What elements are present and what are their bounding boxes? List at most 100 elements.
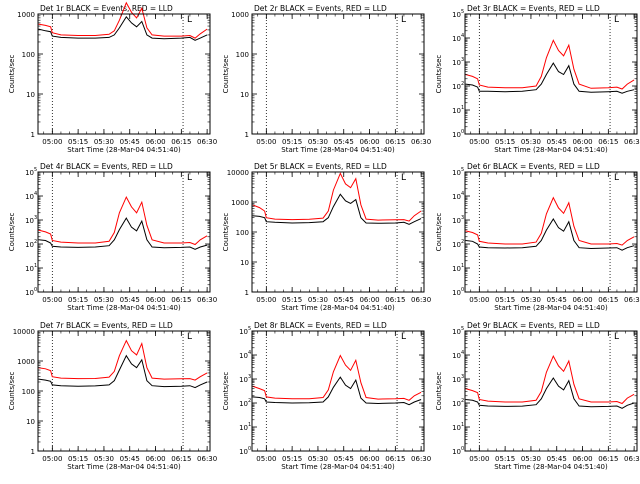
y-tick-exponent: 3 <box>248 374 251 380</box>
y-tick-label: 10 <box>239 376 248 384</box>
y-tick-exponent: 5 <box>461 326 464 332</box>
panel-title: Det 1r BLACK = Events, RED = LLD <box>40 4 173 13</box>
x-tick-label: 05:30 <box>521 138 541 146</box>
lld-series-line <box>465 354 635 405</box>
y-tick-exponent: 3 <box>34 215 37 221</box>
plot-frame <box>37 13 211 135</box>
x-tick-label: 05:45 <box>120 455 140 463</box>
x-tick-label: 05:30 <box>308 455 328 463</box>
y-tick-label: 100 <box>22 51 35 59</box>
y-tick-label: 10 <box>452 376 461 384</box>
y-tick-label: 10 <box>240 91 249 99</box>
y-tick-label: 10 <box>452 83 461 91</box>
x-axis-label: Start Time (28-Mar-04 04:51:40) <box>67 146 181 154</box>
legend-mark: L <box>401 15 406 25</box>
panel-title: Det 8r BLACK = Events, RED = LLD <box>254 321 387 330</box>
plot-frame <box>37 330 211 452</box>
plot-frame <box>464 171 638 293</box>
x-tick-label: 05:30 <box>94 455 114 463</box>
x-tick-label: 06:30 <box>411 296 431 304</box>
y-tick-label: 10 <box>452 448 461 456</box>
x-tick-label: 06:30 <box>197 138 217 146</box>
x-tick-label: 06:15 <box>171 455 191 463</box>
x-tick-label: 06:15 <box>598 455 618 463</box>
x-tick-label: 06:30 <box>411 138 431 146</box>
y-tick-label: 1000 <box>17 358 35 366</box>
y-tick-label: 10 <box>452 169 461 177</box>
x-tick-label: 05:00 <box>256 296 276 304</box>
y-tick-exponent: 0 <box>461 287 464 293</box>
panel-title: Det 4r BLACK = Events, RED = LLD <box>40 162 173 171</box>
y-tick-label: 10 <box>452 424 461 432</box>
x-axis-label: Start Time (28-Mar-04 04:51:40) <box>494 304 608 312</box>
x-tick-label: 05:15 <box>68 455 88 463</box>
x-tick-label: 05:30 <box>308 138 328 146</box>
y-tick-label: 100 <box>236 229 249 237</box>
x-tick-label: 05:00 <box>42 138 62 146</box>
x-axis-label: Start Time (28-Mar-04 04:51:40) <box>281 146 395 154</box>
y-tick-exponent: 5 <box>461 167 464 173</box>
legend-mark: L <box>187 173 192 183</box>
y-tick-exponent: 1 <box>461 263 464 269</box>
y-tick-label: 10 <box>25 193 34 201</box>
x-tick-label: 05:30 <box>521 455 541 463</box>
y-tick-label: 10 <box>239 328 248 336</box>
x-tick-label: 05:00 <box>42 455 62 463</box>
panel-title: Det 5r BLACK = Events, RED = LLD <box>254 162 387 171</box>
x-tick-label: 05:15 <box>495 455 515 463</box>
y-tick-label: 10 <box>452 35 461 43</box>
events-series-line <box>252 193 422 225</box>
x-tick-label: 06:30 <box>197 455 217 463</box>
x-tick-label: 06:00 <box>572 138 592 146</box>
x-axis-label: Start Time (28-Mar-04 04:51:40) <box>281 304 395 312</box>
y-axis-label: Counts/sec <box>8 213 16 252</box>
y-tick-label: 10 <box>452 400 461 408</box>
events-series-line <box>465 377 635 409</box>
x-tick-label: 06:00 <box>145 455 165 463</box>
y-tick-exponent: 5 <box>248 326 251 332</box>
x-tick-label: 05:45 <box>334 296 354 304</box>
legend-mark: L <box>614 332 619 342</box>
y-tick-label: 10 <box>452 11 461 19</box>
x-tick-label: 05:15 <box>68 296 88 304</box>
y-tick-label: 10 <box>25 289 34 297</box>
x-tick-label: 06:30 <box>624 455 640 463</box>
y-tick-exponent: 0 <box>461 129 464 135</box>
panel-title: Det 2r BLACK = Events, RED = LLD <box>254 4 387 13</box>
y-axis-label: Counts/sec <box>8 372 16 411</box>
y-tick-label: 1000 <box>231 11 249 19</box>
y-tick-exponent: 4 <box>34 191 37 197</box>
panel-title: Det 6r BLACK = Events, RED = LLD <box>467 162 600 171</box>
events-series-line <box>465 62 635 94</box>
lld-series-line <box>465 39 635 90</box>
x-tick-label: 05:45 <box>547 138 567 146</box>
x-tick-label: 05:30 <box>308 296 328 304</box>
y-tick-label: 10000 <box>227 169 249 177</box>
y-tick-label: 10 <box>25 265 34 273</box>
x-tick-label: 05:15 <box>68 138 88 146</box>
x-tick-label: 05:00 <box>256 455 276 463</box>
y-tick-label: 1000 <box>17 11 35 19</box>
y-tick-exponent: 4 <box>461 33 464 39</box>
x-axis-label: Start Time (28-Mar-04 04:51:40) <box>67 463 181 471</box>
y-tick-label: 100 <box>22 388 35 396</box>
x-tick-label: 05:45 <box>120 138 140 146</box>
x-tick-label: 05:15 <box>282 138 302 146</box>
y-tick-exponent: 0 <box>34 287 37 293</box>
y-tick-exponent: 4 <box>248 350 251 356</box>
y-tick-label: 10 <box>240 259 249 267</box>
x-tick-label: 05:30 <box>94 296 114 304</box>
y-tick-label: 10 <box>239 448 248 456</box>
y-tick-exponent: 1 <box>461 422 464 428</box>
events-series-line <box>465 218 635 251</box>
x-tick-label: 06:00 <box>145 138 165 146</box>
y-tick-exponent: 1 <box>461 105 464 111</box>
x-tick-label: 05:15 <box>495 296 515 304</box>
y-tick-label: 10 <box>452 217 461 225</box>
plot-frame <box>251 171 425 293</box>
x-axis-label: Start Time (28-Mar-04 04:51:40) <box>67 304 181 312</box>
x-tick-label: 05:30 <box>521 296 541 304</box>
det-panel-7: Det 7r BLACK = Events, RED = LLD L 1 10 100 1… <box>8 321 217 471</box>
